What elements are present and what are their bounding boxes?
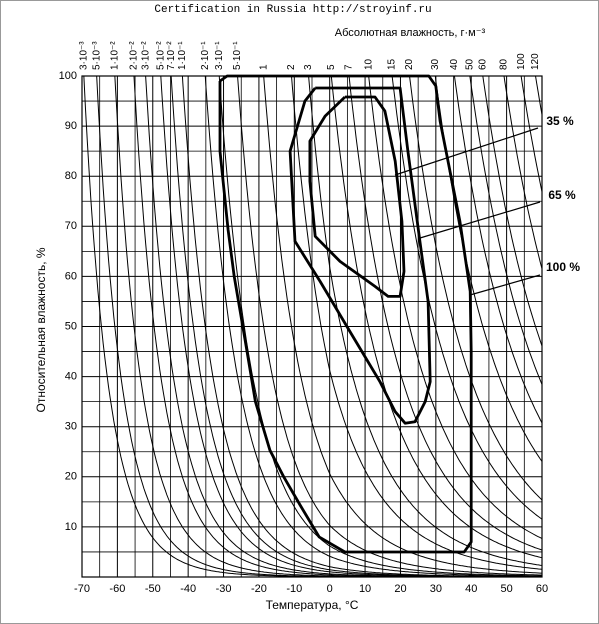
abs-humidity-curve: [181, 76, 542, 577]
abs-humidity-curve: [482, 76, 542, 348]
abs-humidity-label: 20: [404, 58, 415, 70]
x-tick-label: 30: [430, 583, 442, 595]
abs-humidity-label: 60: [477, 58, 488, 70]
abs-humidity-curve: [453, 76, 542, 424]
abs-humidity-curve: [520, 76, 542, 195]
x-tick-label: -40: [180, 583, 196, 595]
abs-humidity-label: 2: [286, 64, 297, 70]
curves: [83, 76, 542, 577]
abs-humidity-label: 1: [258, 64, 269, 70]
abs-humidity-curve: [391, 76, 542, 520]
y-tick-label: 70: [65, 220, 77, 232]
abs-humidity-label: 2·10⁻²: [129, 41, 140, 70]
contour-label: 100 %: [546, 260, 580, 274]
leader-line: [394, 127, 539, 176]
abs-humidity-label: 7: [344, 64, 355, 70]
abs-humidity-curve: [368, 76, 542, 540]
abs-humidity-label: 5·10⁻³: [91, 41, 102, 70]
abs-humidity-label: 3·10⁻³: [78, 41, 89, 70]
top-axis-title: Абсолютная влажность, г·м⁻³: [335, 27, 486, 39]
abs-humidity-label: 7·10⁻²: [166, 41, 177, 70]
x-tick-label: -70: [74, 583, 90, 595]
abs-humidity-curve: [308, 76, 542, 566]
abs-humidity-label: 3·10⁻²: [140, 41, 151, 70]
abs-humidity-curve: [409, 76, 542, 501]
abs-humidity-label: 5·10⁻¹: [232, 41, 243, 70]
contour: [308, 95, 406, 298]
x-tick-label: -20: [251, 583, 267, 595]
contour: [218, 74, 473, 554]
y-tick-label: 50: [65, 320, 77, 332]
abs-humidity-curve: [469, 76, 542, 386]
abs-humidity-label: 2·10⁻¹: [200, 41, 211, 70]
abs-humidity-label: 15: [387, 58, 398, 70]
x-tick-label: 50: [500, 583, 512, 595]
abs-humidity-label: 10: [363, 58, 374, 70]
abs-humidity-label: 50: [465, 58, 476, 70]
contour: [288, 86, 432, 425]
leader-line: [469, 274, 541, 296]
abs-humidity-label: 80: [499, 58, 510, 70]
abs-humidity-label: 3: [303, 64, 314, 70]
abs-humidity-curve: [204, 76, 542, 577]
x-tick-label: 60: [536, 583, 548, 595]
y-tick-label: 100: [59, 70, 77, 82]
x-tick-label: -50: [145, 583, 161, 595]
x-axis-title: Температура, °С: [266, 598, 359, 612]
x-tick-label: -30: [216, 583, 232, 595]
abs-humidity-label: 40: [449, 58, 460, 70]
abs-humidity-label: 1·10⁻²: [109, 41, 120, 70]
x-tick-label: 10: [359, 583, 371, 595]
abs-humidity-label: 30: [430, 58, 441, 70]
abs-humidity-curve: [503, 76, 542, 271]
contour-label: 35 %: [546, 114, 574, 128]
y-tick-label: 20: [65, 471, 77, 483]
abs-humidity-label: 100: [516, 53, 527, 70]
abs-humidity-curve: [263, 76, 542, 574]
y-axis-title: Относительная влажность, %: [34, 247, 48, 412]
abs-humidity-label: 1·10⁻¹: [177, 41, 188, 70]
abs-humidity-label: 5·10⁻²: [155, 41, 166, 70]
abs-humidity-label: 3·10⁻¹: [214, 41, 225, 70]
x-tick-label: -10: [286, 583, 302, 595]
y-tick-label: 80: [65, 170, 77, 182]
x-tick-label: 20: [394, 583, 406, 595]
x-tick-label: 0: [327, 583, 333, 595]
abs-humidity-curve: [330, 76, 542, 559]
x-tick-label: 40: [465, 583, 477, 595]
y-tick-label: 30: [65, 421, 77, 433]
abs-humidity-curve: [291, 76, 542, 570]
x-tick-label: -60: [109, 583, 125, 595]
abs-humidity-curve: [237, 76, 542, 576]
y-tick-label: 10: [65, 521, 77, 533]
abs-humidity-curve: [535, 76, 542, 118]
contour-label: 65 %: [548, 188, 576, 202]
y-tick-label: 60: [65, 270, 77, 282]
leader-line: [419, 201, 541, 239]
abs-humidity-label: 5: [326, 64, 337, 70]
y-tick-label: 40: [65, 371, 77, 383]
header: Certification in Russia http://stroyinf.…: [154, 4, 431, 16]
y-tick-label: 90: [65, 120, 77, 132]
abs-humidity-label: 120: [530, 53, 541, 70]
